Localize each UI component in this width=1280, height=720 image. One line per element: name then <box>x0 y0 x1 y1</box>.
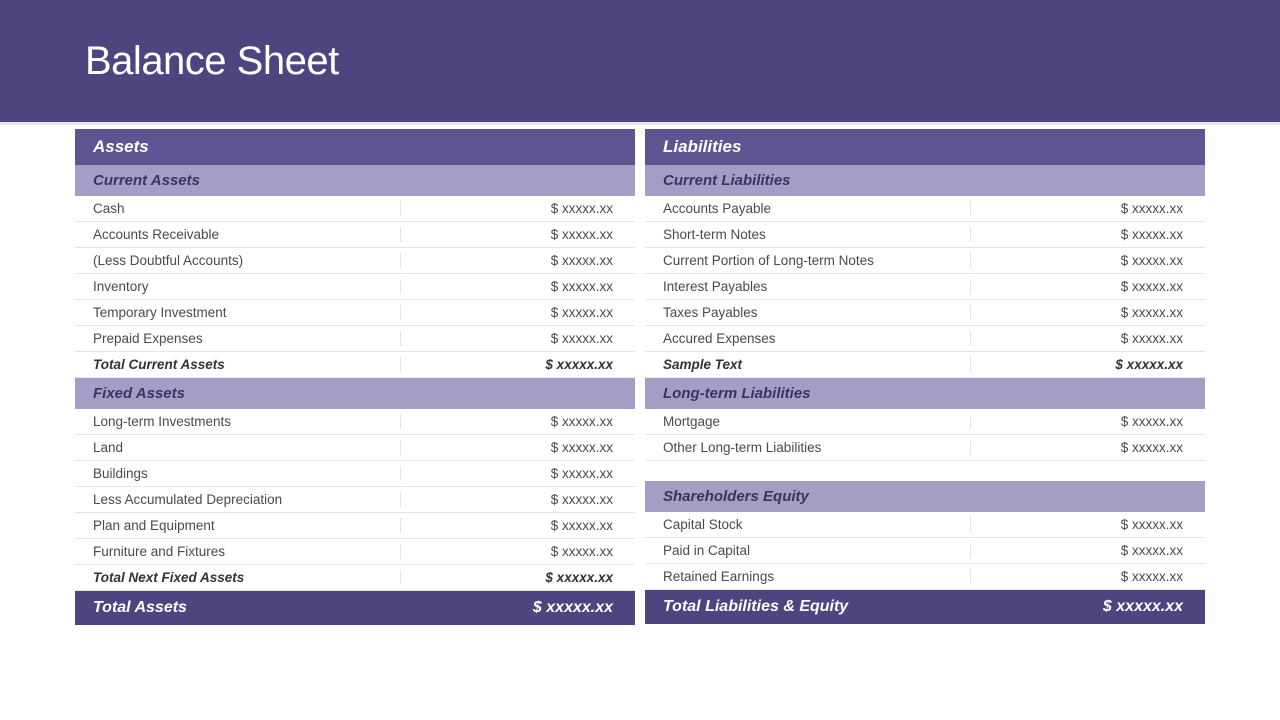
total-fixed-assets-row: Total Next Fixed Assets $ xxxxx.xx <box>75 565 635 591</box>
row-label: Accured Expenses <box>645 331 970 346</box>
row-label: Sample Text <box>645 357 970 372</box>
row-label: Short-term Notes <box>645 227 970 242</box>
table-row: Accured Expenses $ xxxxx.xx <box>645 326 1205 352</box>
row-label: Temporary Investment <box>75 305 400 320</box>
table-row: Land $ xxxxx.xx <box>75 435 635 461</box>
row-value: $ xxxxx.xx <box>970 543 1205 558</box>
row-label: Current Portion of Long-term Notes <box>645 253 970 268</box>
row-value: $ xxxxx.xx <box>400 492 635 507</box>
row-label: Cash <box>75 201 400 216</box>
current-liabilities-header: Current Liabilities <box>645 165 1205 196</box>
total-liabilities-equity-row: Total Liabilities & Equity $ xxxxx.xx <box>645 590 1205 624</box>
row-value: $ xxxxx.xx <box>400 599 635 617</box>
fixed-assets-header: Fixed Assets <box>75 378 635 409</box>
table-row: Current Portion of Long-term Notes $ xxx… <box>645 248 1205 274</box>
row-value: $ xxxxx.xx <box>970 357 1205 372</box>
row-label: Long-term Investments <box>75 414 400 429</box>
total-current-assets-row: Total Current Assets $ xxxxx.xx <box>75 352 635 378</box>
table-row: Paid in Capital $ xxxxx.xx <box>645 538 1205 564</box>
row-label: Furniture and Fixtures <box>75 544 400 559</box>
table-row: Furniture and Fixtures $ xxxxx.xx <box>75 539 635 565</box>
row-value: $ xxxxx.xx <box>400 518 635 533</box>
row-label: Interest Payables <box>645 279 970 294</box>
row-value: $ xxxxx.xx <box>400 570 635 585</box>
liabilities-section-header: Liabilities <box>645 129 1205 165</box>
table-row: Taxes Payables $ xxxxx.xx <box>645 300 1205 326</box>
table-row: Inventory $ xxxxx.xx <box>75 274 635 300</box>
table-row: Prepaid Expenses $ xxxxx.xx <box>75 326 635 352</box>
row-value: $ xxxxx.xx <box>400 227 635 242</box>
balance-sheet-content: Assets Current Assets Cash $ xxxxx.xx Ac… <box>75 129 1205 625</box>
table-row: Less Accumulated Depreciation $ xxxxx.xx <box>75 487 635 513</box>
row-label: (Less Doubtful Accounts) <box>75 253 400 268</box>
row-value: $ xxxxx.xx <box>400 305 635 320</box>
table-row: Accounts Receivable $ xxxxx.xx <box>75 222 635 248</box>
row-label: Land <box>75 440 400 455</box>
long-term-liabilities-header: Long-term Liabilities <box>645 378 1205 409</box>
total-assets-row: Total Assets $ xxxxx.xx <box>75 591 635 625</box>
row-value: $ xxxxx.xx <box>970 201 1205 216</box>
row-label: Buildings <box>75 466 400 481</box>
table-row: Long-term Investments $ xxxxx.xx <box>75 409 635 435</box>
row-label: Taxes Payables <box>645 305 970 320</box>
row-value: $ xxxxx.xx <box>400 466 635 481</box>
row-label: Inventory <box>75 279 400 294</box>
row-value: $ xxxxx.xx <box>400 544 635 559</box>
assets-column: Assets Current Assets Cash $ xxxxx.xx Ac… <box>75 129 635 625</box>
table-row: (Less Doubtful Accounts) $ xxxxx.xx <box>75 248 635 274</box>
row-label: Other Long-term Liabilities <box>645 440 970 455</box>
row-value: $ xxxxx.xx <box>970 279 1205 294</box>
table-row: Mortgage $ xxxxx.xx <box>645 409 1205 435</box>
row-label: Mortgage <box>645 414 970 429</box>
row-value: $ xxxxx.xx <box>400 279 635 294</box>
liabilities-column: Liabilities Current Liabilities Accounts… <box>645 129 1205 625</box>
row-value: $ xxxxx.xx <box>970 569 1205 584</box>
row-value: $ xxxxx.xx <box>970 253 1205 268</box>
row-label: Total Assets <box>75 599 400 617</box>
table-row: Cash $ xxxxx.xx <box>75 196 635 222</box>
row-value: $ xxxxx.xx <box>970 598 1205 616</box>
row-label: Less Accumulated Depreciation <box>75 492 400 507</box>
spacer <box>645 461 1205 481</box>
table-row: Short-term Notes $ xxxxx.xx <box>645 222 1205 248</box>
row-label: Paid in Capital <box>645 543 970 558</box>
shareholders-equity-header: Shareholders Equity <box>645 481 1205 512</box>
table-row: Interest Payables $ xxxxx.xx <box>645 274 1205 300</box>
row-label: Total Next Fixed Assets <box>75 570 400 585</box>
row-value: $ xxxxx.xx <box>970 414 1205 429</box>
row-value: $ xxxxx.xx <box>970 440 1205 455</box>
row-value: $ xxxxx.xx <box>400 440 635 455</box>
row-value: $ xxxxx.xx <box>400 253 635 268</box>
assets-section-header: Assets <box>75 129 635 165</box>
table-row: Buildings $ xxxxx.xx <box>75 461 635 487</box>
row-value: $ xxxxx.xx <box>400 201 635 216</box>
row-label: Total Liabilities & Equity <box>645 598 970 616</box>
row-label: Total Current Assets <box>75 357 400 372</box>
row-value: $ xxxxx.xx <box>400 331 635 346</box>
row-value: $ xxxxx.xx <box>400 357 635 372</box>
row-value: $ xxxxx.xx <box>970 517 1205 532</box>
row-value: $ xxxxx.xx <box>970 227 1205 242</box>
row-label: Accounts Receivable <box>75 227 400 242</box>
row-label: Prepaid Expenses <box>75 331 400 346</box>
page-header: Balance Sheet <box>0 0 1280 125</box>
table-row: Retained Earnings $ xxxxx.xx <box>645 564 1205 590</box>
table-row: Other Long-term Liabilities $ xxxxx.xx <box>645 435 1205 461</box>
page-title: Balance Sheet <box>85 39 339 84</box>
table-row: Temporary Investment $ xxxxx.xx <box>75 300 635 326</box>
row-value: $ xxxxx.xx <box>970 331 1205 346</box>
row-value: $ xxxxx.xx <box>400 414 635 429</box>
row-label: Plan and Equipment <box>75 518 400 533</box>
table-row: Plan and Equipment $ xxxxx.xx <box>75 513 635 539</box>
row-label: Accounts Payable <box>645 201 970 216</box>
row-label: Retained Earnings <box>645 569 970 584</box>
current-assets-header: Current Assets <box>75 165 635 196</box>
row-value: $ xxxxx.xx <box>970 305 1205 320</box>
table-row: Accounts Payable $ xxxxx.xx <box>645 196 1205 222</box>
row-label: Capital Stock <box>645 517 970 532</box>
table-row: Capital Stock $ xxxxx.xx <box>645 512 1205 538</box>
sample-text-total-row: Sample Text $ xxxxx.xx <box>645 352 1205 378</box>
